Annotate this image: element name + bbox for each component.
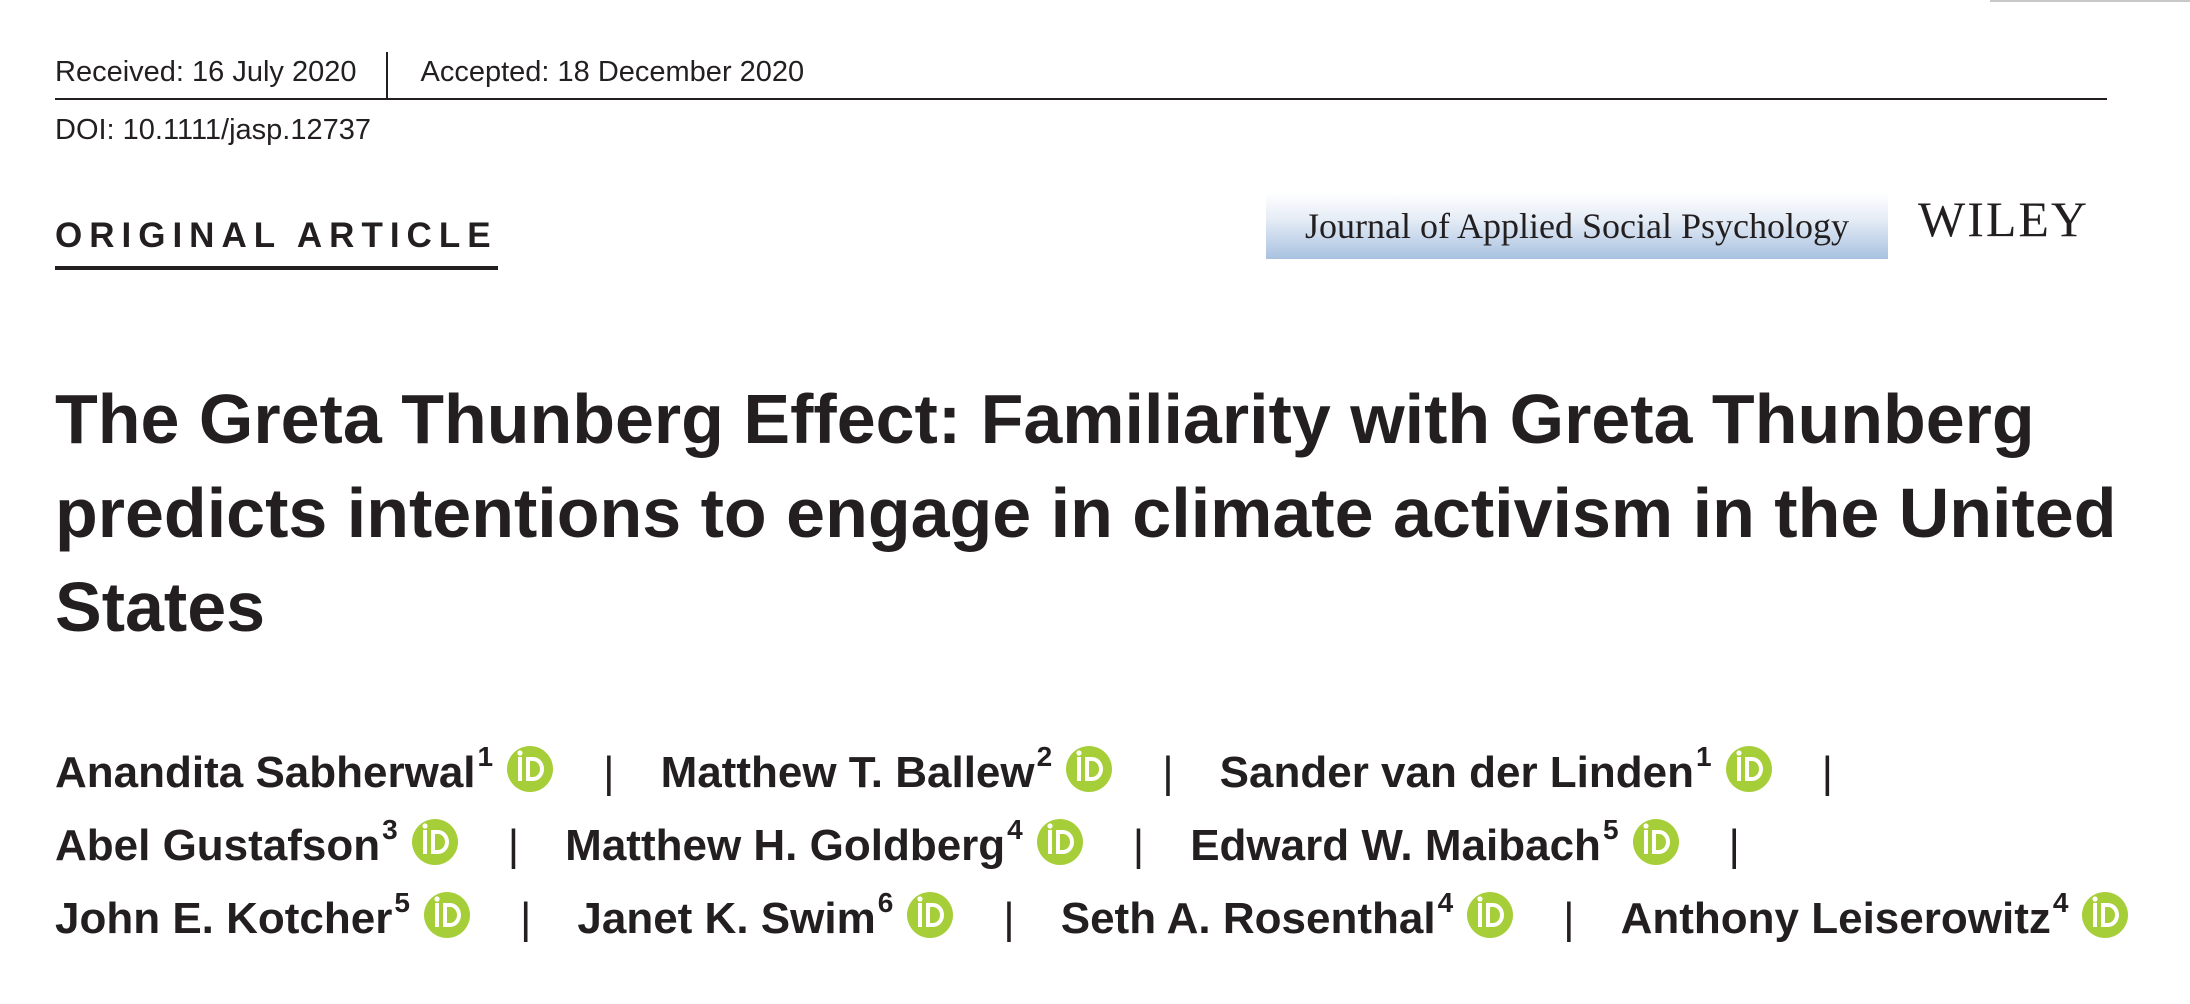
author: Janet K. Swim 6 bbox=[577, 882, 954, 955]
author-name[interactable]: Seth A. Rosenthal bbox=[1060, 894, 1436, 943]
journal-banner[interactable]: Journal of Applied Social Psychology bbox=[1266, 192, 1888, 259]
article-title: The Greta Thunberg Effect: Familiarity w… bbox=[55, 380, 2117, 646]
article-type: ORIGINAL ARTICLE bbox=[55, 216, 498, 270]
author: Anthony Leiserowitz 4 bbox=[1621, 882, 2129, 955]
received-date: Received: 16 July 2020 bbox=[55, 56, 357, 88]
author: John E. Kotcher 5 bbox=[55, 882, 470, 955]
affiliation-number: 6 bbox=[877, 887, 894, 918]
author-separator: | bbox=[603, 748, 615, 797]
affiliation-number: 2 bbox=[1036, 741, 1053, 772]
orcid-icon[interactable] bbox=[423, 891, 470, 938]
article-dates: Received: 16 July 2020 Accepted: 18 Dece… bbox=[55, 52, 2107, 100]
affiliation-number: 4 bbox=[1437, 887, 1454, 918]
author-line-2: Abel Gustafson 3 | Matthew H. Goldberg 4 |… bbox=[55, 809, 2155, 882]
affiliation-number: 1 bbox=[1696, 741, 1712, 772]
author-line-3: John E. Kotcher 5 | Janet K. Swim 6 | Seth… bbox=[55, 882, 2155, 955]
author: Matthew H. Goldberg 4 bbox=[565, 809, 1083, 882]
orcid-icon[interactable] bbox=[411, 818, 458, 865]
author-list: Anandita Sabherwal 1 | Matthew T. Ballew 2… bbox=[55, 736, 2155, 955]
date-divider bbox=[386, 52, 389, 98]
author-name[interactable]: Janet K. Swim bbox=[577, 894, 876, 943]
author-name[interactable]: Anandita Sabherwal bbox=[55, 748, 476, 797]
orcid-icon[interactable] bbox=[1632, 818, 1679, 865]
author-name[interactable]: John E. Kotcher bbox=[55, 894, 393, 943]
orcid-icon[interactable] bbox=[907, 891, 954, 938]
author-name[interactable]: Abel Gustafson bbox=[55, 821, 381, 870]
author-separator: | bbox=[1563, 894, 1575, 943]
author: Matthew T. Ballew 2 bbox=[661, 736, 1113, 809]
orcid-icon[interactable] bbox=[1036, 818, 1083, 865]
orcid-icon[interactable] bbox=[507, 745, 554, 792]
author-name[interactable]: Matthew H. Goldberg bbox=[565, 821, 1006, 870]
author-separator: | bbox=[1162, 748, 1174, 797]
author-separator: | bbox=[519, 894, 532, 943]
corner-mark bbox=[1990, 0, 2190, 2]
orcid-icon[interactable] bbox=[1725, 745, 1772, 792]
orcid-icon[interactable] bbox=[1467, 891, 1514, 938]
author-name[interactable]: Anthony Leiserowitz bbox=[1620, 894, 2051, 943]
doi[interactable]: DOI: 10.1111/jasp.12737 bbox=[55, 114, 371, 146]
author: Sander van der Linden 1 bbox=[1220, 736, 1772, 809]
orcid-icon[interactable] bbox=[1066, 745, 1113, 792]
affiliation-number: 4 bbox=[2052, 887, 2069, 918]
author-name[interactable]: Sander van der Linden bbox=[1219, 748, 1694, 797]
affiliation-number: 5 bbox=[1602, 814, 1619, 845]
affiliation-number: 3 bbox=[382, 814, 398, 845]
affiliation-number: 5 bbox=[394, 887, 410, 918]
author: Anandita Sabherwal 1 bbox=[55, 736, 554, 809]
author-separator: | bbox=[507, 821, 520, 870]
author-name[interactable]: Matthew T. Ballew bbox=[660, 748, 1035, 797]
accepted-date: Accepted: 18 December 2020 bbox=[420, 56, 805, 88]
journal-name: Journal of Applied Social Psychology bbox=[1305, 205, 1849, 246]
author-separator: | bbox=[1003, 894, 1015, 943]
affiliation-number: 1 bbox=[477, 741, 494, 772]
author-separator: | bbox=[1132, 821, 1145, 870]
publisher-logo[interactable]: WILEY bbox=[1918, 191, 2090, 247]
author-separator: | bbox=[1821, 748, 1834, 797]
author-separator: | bbox=[1728, 821, 1740, 870]
author: Abel Gustafson 3 bbox=[55, 809, 458, 882]
author-line-1: Anandita Sabherwal 1 | Matthew T. Ballew 2… bbox=[55, 736, 2155, 809]
affiliation-number: 4 bbox=[1007, 814, 1023, 845]
author-name[interactable]: Edward W. Maibach bbox=[1190, 821, 1601, 870]
author: Edward W. Maibach 5 bbox=[1190, 809, 1679, 882]
orcid-icon[interactable] bbox=[2082, 891, 2129, 938]
author: Seth A. Rosenthal 4 bbox=[1060, 882, 1514, 955]
